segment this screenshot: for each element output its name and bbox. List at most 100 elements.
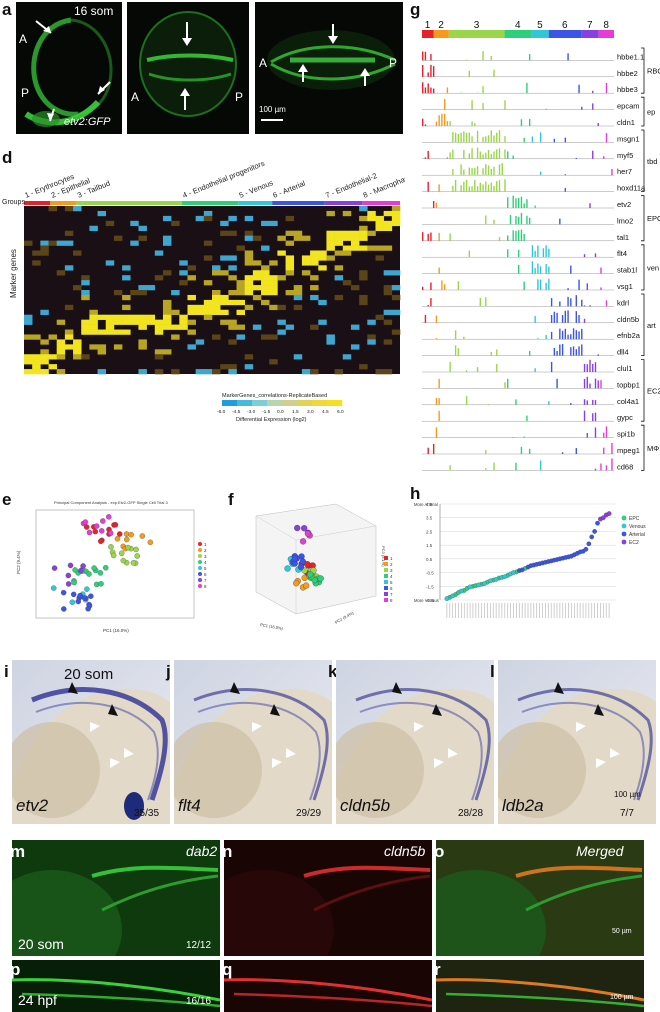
heatmap-cell [162,304,172,311]
pca-point [118,550,125,556]
heatmap-cell [195,339,205,345]
expression-bar [539,132,542,143]
pca-point [102,565,109,571]
expression-bar [531,245,534,258]
pca3d-point [304,561,311,568]
expression-bar [422,232,424,241]
pca-point [97,570,104,576]
heatmap-cell [375,220,384,227]
heatmap-cell [97,314,107,320]
expression-bar [605,426,608,438]
expression-bar [476,92,479,94]
h-point [493,577,499,582]
h-legend-swatch [621,539,627,545]
expression-bar [482,154,484,159]
expression-bar [592,399,594,405]
heatmap-cell [24,334,33,340]
heatmap-cell [154,324,164,330]
heatmap-cell [24,319,33,325]
pca-legend-swatch [198,542,202,546]
expression-bar [449,152,451,159]
expression-bar [545,263,547,274]
expression-bar [528,118,531,126]
bracket-label: EC2 [647,386,660,395]
heatmap-cell [326,339,335,345]
groups-label: Groups [2,199,25,206]
pca-point [100,518,106,524]
expression-bar [493,151,495,159]
heatmap-cell [56,270,66,276]
expression-bar [567,310,569,323]
heatmap-cell [350,285,360,291]
micrograph-b: A P [127,2,249,134]
heatmap-cell [228,290,237,296]
heatmap-cell [359,275,368,281]
expression-bar [443,113,446,126]
pca-point [50,585,57,591]
pca3d-point [307,571,314,578]
bracket [641,195,645,242]
heatmap-cell [334,369,344,375]
heatmap-cell [293,294,303,301]
group-band [238,201,273,205]
expression-bar [479,297,481,307]
expression-bar [528,54,531,61]
expression-bar [537,263,539,274]
anterior-label: A [131,90,140,104]
heatmap-cell [48,334,57,340]
expression-bar [435,202,438,208]
expression-bar [564,310,567,323]
heatmap-cell [359,225,368,232]
micrograph-c: A P 100 µm [255,2,403,134]
expression-bar [424,157,427,159]
posterior-label: P [235,90,244,104]
gene-name: hoxd11a [617,184,646,193]
expression-bar [490,351,492,356]
cube-frame [255,503,377,615]
heatmap-cell [318,265,327,271]
expression-bar [567,296,569,307]
panel-label-o: o [434,842,445,861]
heatmap-cell [81,280,90,286]
heatmap-cell [89,309,98,316]
heatmap-cell [350,235,360,241]
heatmap-cell [375,314,384,320]
expression-bar [539,266,542,274]
heatmap-cell [342,354,352,360]
heatmap-cell [56,344,66,350]
expression-bar [578,84,580,94]
heatmap-cell [383,339,393,345]
expression-bar [482,136,484,143]
heatmap-cell [32,369,41,375]
heatmap-cell [269,220,278,227]
gene-name: msgn1 [617,134,640,143]
heatmap-cell [32,250,41,256]
expression-bar [427,304,429,307]
expression-bar [493,135,495,143]
heatmap-cell [367,215,376,222]
group-header-band [581,30,599,38]
colorbar-swatch [327,400,343,406]
heatmap-ylabel: Marker genes [9,249,18,298]
expression-bar [518,198,520,208]
colorbar-swatch [267,400,283,406]
heatmap-cell [195,304,205,311]
gene-name: dll4 [617,348,629,357]
h-point [519,567,525,573]
heatmap-cell [375,369,384,375]
heatmap-cell [32,354,41,360]
heatmap-cell [212,270,221,276]
pca3d-point [317,575,324,582]
expression-bar [550,331,553,340]
expression-bar [581,344,583,356]
pca3d-legend-swatch [384,586,388,590]
heatmap-cell [179,314,188,320]
expression-bar [586,400,588,405]
expression-bar [471,186,473,192]
expression-bar [504,382,506,389]
group-header-band [422,30,434,38]
expression-bar [523,137,525,143]
colorbar-tick: 3.0 [307,409,314,415]
heatmap-cell [138,285,147,291]
expression-bar [507,249,509,258]
